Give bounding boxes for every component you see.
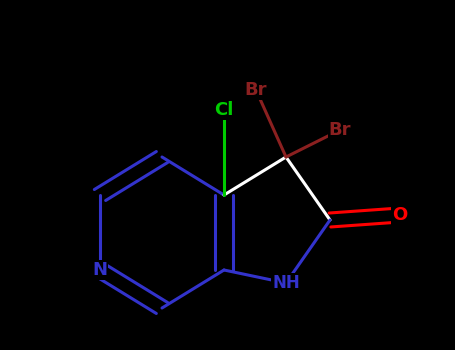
Text: N: N [92, 261, 107, 279]
Text: Br: Br [329, 121, 351, 139]
Text: O: O [392, 206, 408, 224]
Text: NH: NH [272, 274, 300, 292]
Text: Br: Br [245, 81, 267, 99]
Text: Cl: Cl [214, 101, 234, 119]
